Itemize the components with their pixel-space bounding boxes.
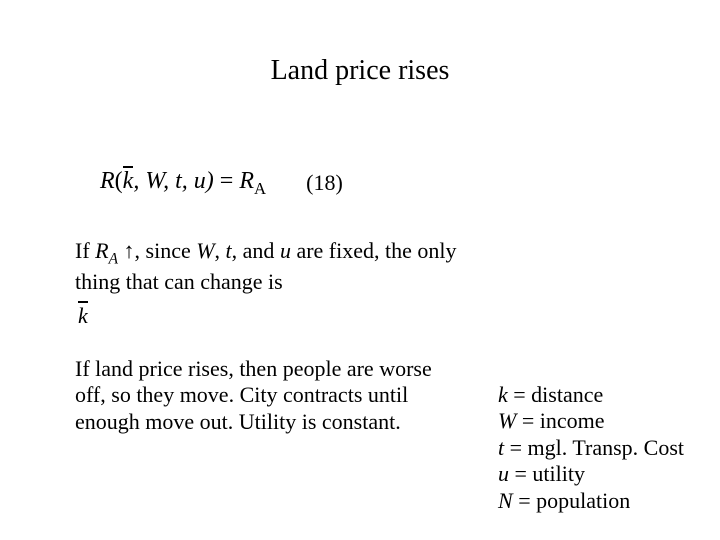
eq-rhs-R: R <box>239 168 254 194</box>
legend-row-N: N = population <box>498 488 708 514</box>
p1-c1: , <box>215 238 226 263</box>
kbar-icon: k <box>123 168 134 195</box>
paragraph-1: If RA ↑, since W, t, and u are fixed, th… <box>75 238 495 295</box>
p1-W: W <box>196 238 214 263</box>
kbar-standalone: k <box>78 303 88 329</box>
page-title: Land price rises <box>0 55 720 87</box>
legend-row-u: u = utility <box>498 461 708 487</box>
legend-sym-u: u <box>498 461 509 486</box>
legend-row-t: t = mgl. Transp. Cost <box>498 435 708 461</box>
p1-text: If <box>75 238 95 263</box>
legend: k = distance W = income t = mgl. Transp.… <box>498 382 708 514</box>
eq-fn: R <box>100 168 115 194</box>
p1-c2: , and <box>232 238 280 263</box>
legend-txt-u: = utility <box>509 461 585 486</box>
kbar-icon: k <box>78 303 88 329</box>
eq-args-rest: , W, t, u) <box>133 168 213 194</box>
legend-sym-k: k <box>498 382 508 407</box>
eq-rhs-sub: A <box>254 179 266 198</box>
legend-sym-N: N <box>498 488 513 513</box>
legend-row-W: W = income <box>498 408 708 434</box>
p1-sub: A <box>109 250 118 267</box>
legend-txt-k: = distance <box>508 382 604 407</box>
legend-sym-W: W <box>498 408 516 433</box>
p1-u: u <box>280 238 291 263</box>
legend-row-k: k = distance <box>498 382 708 408</box>
eq-equals: = <box>214 168 240 194</box>
p1-R: R <box>95 238 108 263</box>
eq-open: ( <box>115 168 123 194</box>
legend-txt-W: = income <box>516 408 604 433</box>
legend-txt-t: = mgl. Transp. Cost <box>504 435 684 460</box>
equation-row: R(k, W, t, u) = RA (18) <box>100 168 600 199</box>
legend-txt-N: = population <box>513 488 631 513</box>
equation: R(k, W, t, u) = RA <box>100 168 266 199</box>
equation-number: (18) <box>306 170 343 196</box>
paragraph-2: If land price rises, then people are wor… <box>75 356 460 435</box>
p1-arrow: ↑, since <box>118 238 196 263</box>
